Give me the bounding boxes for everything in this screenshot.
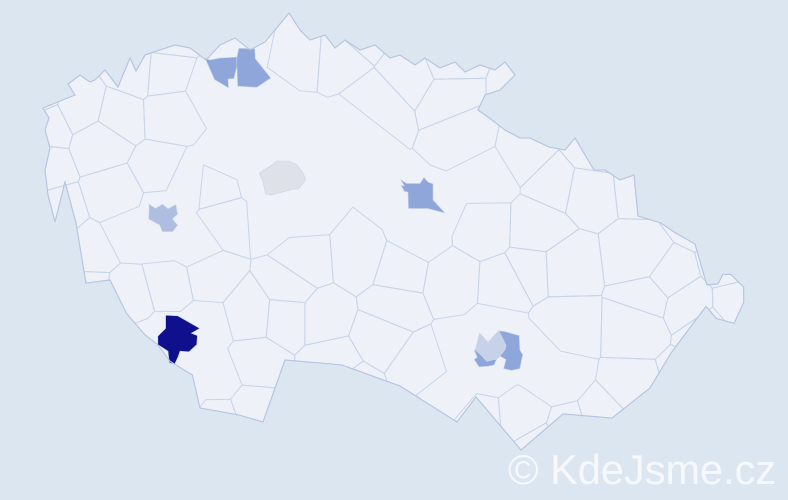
svg-text:© KdeJsme.cz: © KdeJsme.cz xyxy=(508,446,776,493)
